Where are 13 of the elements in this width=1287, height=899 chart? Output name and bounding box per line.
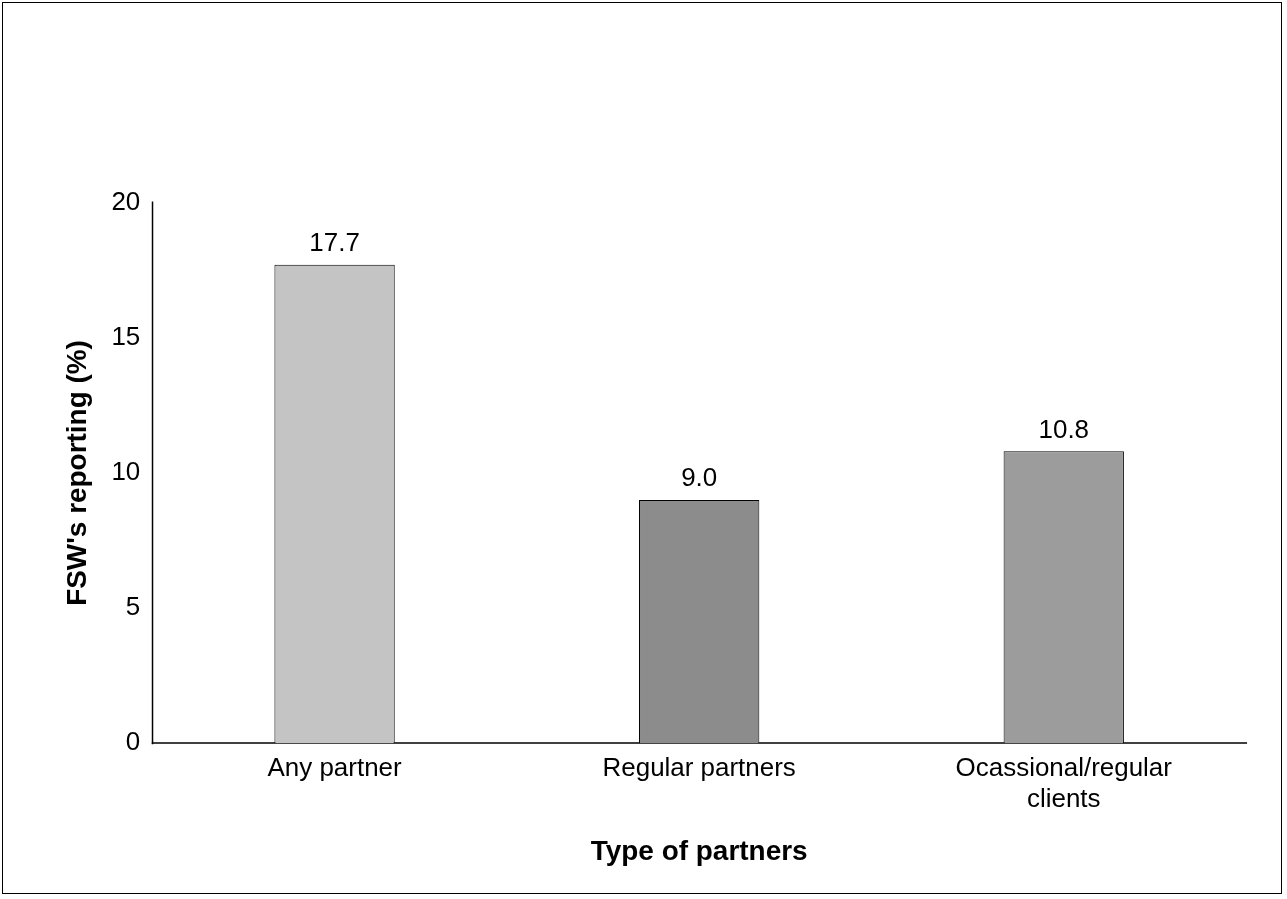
x-tick-label: Ocassional/regular clients [955,753,1173,813]
x-tick-label: Regular partners [602,753,796,782]
y-tick-label: 5 [125,592,141,621]
data-label: 9.0 [681,463,718,492]
x-axis-title: Type of partners [590,835,808,866]
y-tick-label: 10 [111,457,141,486]
data-label: 17.7 [309,227,360,256]
y-tick-label: 15 [111,321,141,350]
data-label: 10.8 [1038,414,1090,443]
y-axis-title: FSW's reporting (%) [61,340,93,606]
y-tick-label: 0 [125,727,141,756]
y-tick-label: 20 [111,186,141,215]
x-tick-label: Any partner [267,753,402,782]
